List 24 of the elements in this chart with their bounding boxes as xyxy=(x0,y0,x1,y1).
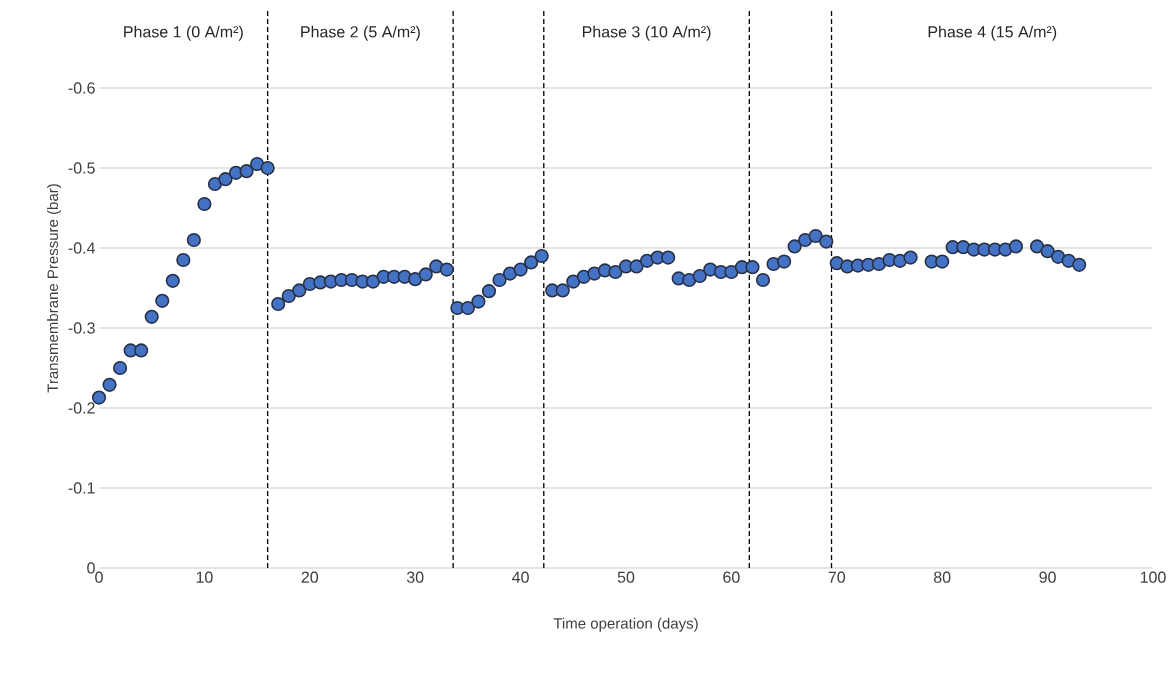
y-tick-label: -0.1 xyxy=(68,482,95,494)
x-tick-label: 70 xyxy=(828,571,846,583)
annotation: Phase 3 (10 A/m²) xyxy=(582,25,711,41)
x-tick-label: 0 xyxy=(95,571,103,583)
annotation: Phase 1 (0 A/m²) xyxy=(124,25,243,41)
x-tick-label: 40 xyxy=(512,571,529,583)
x-tick-label: 100 xyxy=(1140,571,1166,583)
x-tick-label: 50 xyxy=(617,571,635,583)
x-tick-label: 30 xyxy=(406,571,424,583)
y-tick-label: -0.2 xyxy=(68,402,95,414)
x-tick-label: 60 xyxy=(723,571,740,583)
x-axis-title: Time operation (days) xyxy=(553,617,698,632)
annotation: Phase 2 (5 A/m²) xyxy=(301,25,420,41)
x-tick-label: 10 xyxy=(196,571,213,583)
y-tick-label: -0.3 xyxy=(68,322,95,334)
y-axis-title: Transmembrane Pressure (bar) xyxy=(47,184,62,393)
y-tick-label: -0.6 xyxy=(68,82,95,94)
y-tick-label: 0 xyxy=(87,562,95,574)
x-tick-label: 90 xyxy=(1039,571,1056,583)
x-tick-label: 20 xyxy=(301,571,319,583)
annotation: Phase 4 (15 A/m²) xyxy=(928,25,1057,41)
y-tick-label: -0.5 xyxy=(68,162,95,174)
y-tick-label: -0.4 xyxy=(68,242,95,254)
x-tick-label: 80 xyxy=(933,571,951,583)
